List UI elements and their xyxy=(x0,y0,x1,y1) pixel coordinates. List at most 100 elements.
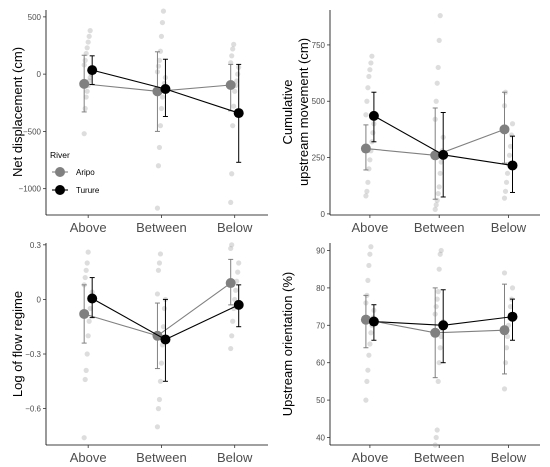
raw-point xyxy=(503,179,510,185)
mean-point-turure xyxy=(160,334,171,345)
x-tick-label: Above xyxy=(351,450,388,465)
raw-point xyxy=(509,121,516,127)
mean-point-aripo xyxy=(225,80,236,91)
raw-point xyxy=(368,244,374,250)
y-tick-label: 500 xyxy=(28,13,42,22)
raw-point xyxy=(235,71,241,77)
raw-point xyxy=(502,360,509,366)
y-tick-label: 70 xyxy=(316,321,325,330)
mean-point-turure xyxy=(438,149,449,160)
mean-point-turure xyxy=(233,299,244,310)
raw-point xyxy=(432,442,438,448)
raw-point xyxy=(161,305,168,312)
raw-point xyxy=(86,318,92,324)
x-tick-label: Between xyxy=(414,450,465,465)
raw-point xyxy=(437,345,443,351)
raw-point xyxy=(433,98,439,104)
x-tick-label: Below xyxy=(217,220,253,235)
raw-point xyxy=(433,303,439,310)
raw-point xyxy=(81,435,87,441)
raw-point xyxy=(230,46,236,52)
raw-point xyxy=(232,88,238,94)
raw-point xyxy=(160,324,167,330)
raw-point xyxy=(437,251,443,257)
raw-point xyxy=(363,112,369,118)
raw-point xyxy=(503,345,510,351)
raw-point xyxy=(433,202,439,208)
raw-point xyxy=(231,41,237,47)
raw-point xyxy=(228,199,234,206)
raw-point xyxy=(363,193,369,199)
raw-point xyxy=(156,144,163,151)
legend-key-marker xyxy=(55,167,65,177)
raw-point xyxy=(157,251,164,257)
raw-point xyxy=(154,291,161,297)
legend-title: River xyxy=(50,150,70,160)
raw-point xyxy=(370,130,376,136)
raw-point xyxy=(159,94,166,100)
raw-point xyxy=(87,305,93,312)
raw-point xyxy=(435,378,441,385)
x-tick-label: Between xyxy=(136,450,187,465)
raw-point xyxy=(154,205,161,211)
raw-point xyxy=(83,367,89,373)
raw-point xyxy=(82,376,88,383)
y-tick-label: 0 xyxy=(37,295,42,304)
raw-point xyxy=(229,53,235,59)
raw-point xyxy=(233,287,239,293)
raw-point xyxy=(504,170,511,176)
mean-point-turure xyxy=(438,320,449,331)
mean-point-aripo xyxy=(430,327,441,338)
mean-point-aripo xyxy=(225,278,236,289)
raw-point xyxy=(436,266,442,272)
raw-point xyxy=(432,206,438,212)
raw-point xyxy=(367,157,373,163)
raw-point xyxy=(501,386,508,392)
y-tick-label: 750 xyxy=(312,41,326,50)
raw-point xyxy=(84,260,90,266)
raw-point xyxy=(366,262,372,269)
mean-point-aripo xyxy=(499,325,510,336)
raw-point xyxy=(435,64,441,71)
legend-key-marker xyxy=(55,185,65,195)
raw-point xyxy=(231,103,237,109)
mean-point-turure xyxy=(233,108,244,119)
raw-point xyxy=(434,427,440,433)
raw-point xyxy=(84,45,90,51)
raw-point xyxy=(438,247,444,254)
mean-point-turure xyxy=(87,65,98,76)
mean-point-turure xyxy=(160,84,171,95)
y-axis-label-line: upstream movement (cm) xyxy=(296,38,311,186)
raw-point xyxy=(230,123,236,129)
y-tick-label: 50 xyxy=(316,396,325,405)
raw-point xyxy=(438,159,444,165)
raw-point xyxy=(367,67,373,73)
raw-point xyxy=(504,333,511,340)
raw-point xyxy=(368,60,374,66)
raw-point xyxy=(363,397,369,403)
raw-point xyxy=(367,251,373,257)
raw-point xyxy=(228,245,234,252)
mean-point-turure xyxy=(507,311,518,322)
raw-point xyxy=(157,378,164,384)
raw-point xyxy=(87,74,93,81)
y-tick-label: 250 xyxy=(312,154,326,163)
raw-point xyxy=(85,39,91,45)
raw-point xyxy=(83,94,89,100)
raw-point xyxy=(155,163,162,169)
raw-point xyxy=(437,13,443,19)
raw-point xyxy=(85,333,91,339)
mean-point-aripo xyxy=(360,314,371,325)
raw-point xyxy=(436,37,442,44)
raw-point xyxy=(234,78,240,84)
raw-point xyxy=(87,28,93,34)
raw-point xyxy=(158,360,165,366)
raw-point xyxy=(229,333,235,339)
raw-point xyxy=(82,105,88,112)
raw-point xyxy=(158,33,165,39)
raw-point xyxy=(157,48,164,54)
raw-point xyxy=(156,57,163,63)
legend: River Aripo Turure xyxy=(50,150,100,195)
raw-point xyxy=(435,190,441,197)
